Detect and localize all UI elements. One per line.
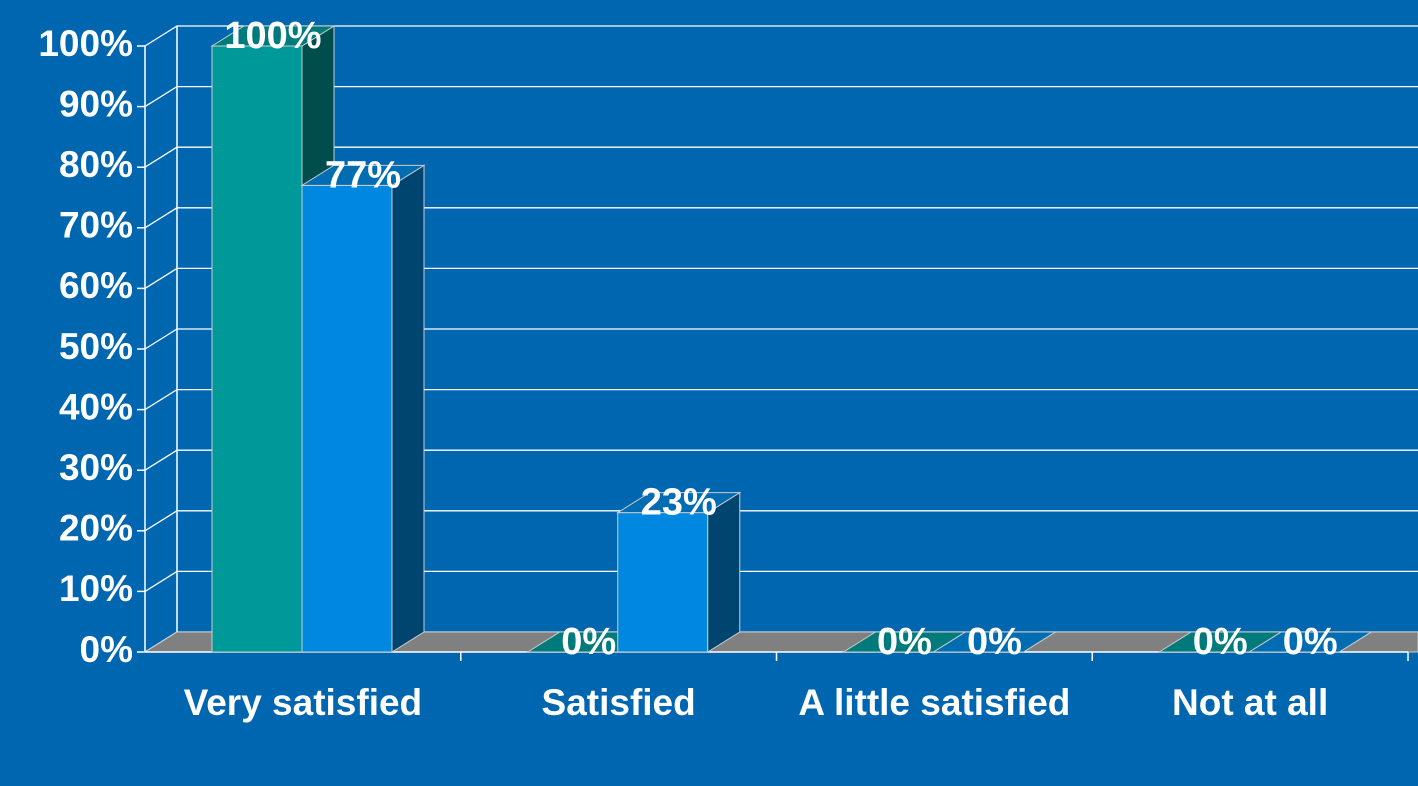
- y-tick-label: 70%: [59, 205, 133, 246]
- bar-front: [617, 512, 709, 653]
- y-tick-label: 60%: [59, 265, 133, 306]
- bar-side: [391, 164, 425, 653]
- x-tick-label: Satisfied: [542, 682, 696, 723]
- y-tick-label: 100%: [38, 23, 133, 64]
- y-tick-label: 10%: [59, 568, 133, 609]
- data-label: 23%: [641, 482, 717, 524]
- data-label: 77%: [325, 154, 401, 196]
- bar-top: [616, 492, 742, 514]
- x-tick-label: Not at all: [1172, 682, 1328, 723]
- data-label: 0%: [1283, 621, 1338, 663]
- grid-line: [144, 25, 1418, 47]
- grid-line: [144, 207, 1418, 229]
- bar-top: [931, 631, 1058, 653]
- bar: [616, 491, 742, 653]
- bar-front: [301, 184, 393, 653]
- data-label: 0%: [1193, 621, 1248, 663]
- x-tick-label: Very satisfied: [184, 682, 423, 723]
- grid-line: [144, 146, 1418, 168]
- data-label: 0%: [877, 621, 932, 663]
- y-tick-label: 30%: [59, 447, 133, 488]
- data-label: 0%: [967, 621, 1022, 663]
- bar: [931, 631, 1058, 653]
- bar-top: [210, 25, 336, 47]
- y-tick-label: 80%: [59, 144, 133, 185]
- grid-line: [144, 267, 1418, 289]
- bar-top: [1247, 631, 1373, 653]
- y-tick-label: 90%: [59, 83, 133, 124]
- grid-line: [144, 570, 1418, 592]
- data-label: 100%: [224, 15, 321, 57]
- bar: [1247, 631, 1373, 653]
- bar: [300, 164, 426, 653]
- grid-line: [144, 510, 1418, 532]
- data-label: 0%: [561, 621, 616, 663]
- y-tick-label: 20%: [59, 508, 133, 549]
- bar-top: [300, 164, 426, 186]
- grid-line: [144, 85, 1418, 108]
- y-tick-label: 40%: [59, 386, 133, 427]
- bar-front: [211, 45, 303, 653]
- y-tick-label: 50%: [59, 326, 133, 367]
- y-tick-label: 0%: [80, 629, 133, 670]
- grid-line: [144, 328, 1418, 350]
- grid-line: [144, 388, 1418, 411]
- x-tick-label: A little satisfied: [798, 682, 1070, 723]
- grid-line: [144, 449, 1418, 471]
